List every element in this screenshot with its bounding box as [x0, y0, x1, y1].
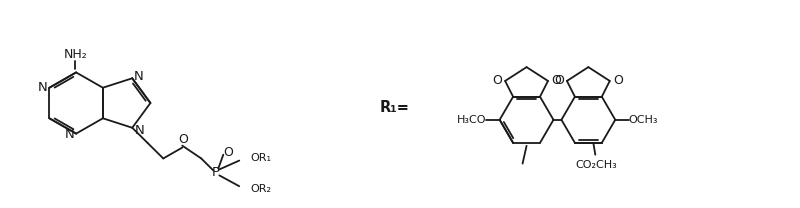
Text: O: O: [613, 74, 622, 87]
Text: H₃CO: H₃CO: [457, 115, 486, 125]
Text: OR₂: OR₂: [250, 184, 272, 194]
Text: CO₂CH₃: CO₂CH₃: [575, 160, 617, 170]
Text: NH₂: NH₂: [63, 48, 87, 61]
Text: O: O: [178, 133, 188, 146]
Text: O: O: [551, 74, 561, 87]
Text: O: O: [223, 146, 234, 159]
Text: O: O: [554, 74, 564, 87]
Text: N: N: [134, 70, 143, 83]
Text: N: N: [134, 124, 144, 137]
Text: P: P: [211, 166, 219, 179]
Text: R₁=: R₁=: [380, 100, 410, 115]
Text: N: N: [38, 81, 47, 94]
Text: OCH₃: OCH₃: [629, 115, 658, 125]
Text: OR₁: OR₁: [250, 153, 272, 163]
Text: O: O: [492, 74, 502, 87]
Text: N: N: [64, 128, 74, 141]
